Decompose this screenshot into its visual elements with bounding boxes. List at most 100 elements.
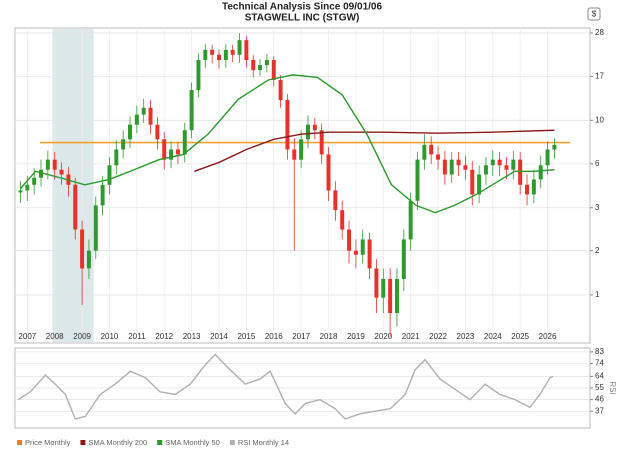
x-tick-label: 2025 [511,332,529,341]
candle-body [114,149,119,166]
plot-layer: 28 17 10 6 3 2 1 2007 2008 2009 2010 2011 2012 2013 20… [14,27,617,447]
candle-body [175,149,180,155]
x-tick-label: 2009 [73,332,91,341]
candle-body [107,165,112,185]
y-tick-label: 64 [595,371,604,380]
candle-body [292,149,297,160]
candle-body [456,159,461,166]
y-tick-label: 37 [595,406,604,415]
candle-body [155,124,160,140]
candle-body [326,154,331,191]
candle-body [237,40,242,55]
x-tick-label: 2020 [374,332,392,341]
x-tick-label: 2024 [484,332,502,341]
candle-body [415,159,420,201]
legend-label: Price Monthly [25,438,71,447]
y-tick-label: 6 [595,159,600,168]
y-tick-label: 28 [595,28,604,37]
candle-body [100,184,105,206]
candle-body [148,107,153,125]
candle-body [490,159,495,166]
y-tick-label: 83 [595,347,604,356]
candle-body [394,278,399,314]
candle-body [141,107,146,115]
candle-body [463,165,468,170]
candle-body [217,54,221,60]
legend-swatch [157,440,163,445]
legend-label: SMA Monthly 50 [165,438,220,447]
series-line [17,353,554,420]
x-tick-label: 2018 [320,332,338,341]
x-tick-label: 2010 [101,332,119,341]
y-axis-label: RSI [608,381,617,394]
candle-body [299,139,304,160]
x-tick-label: 2013 [183,332,201,341]
x-tick-label: 2011 [128,332,146,341]
candle-body [483,165,488,175]
candle-body [470,169,475,195]
candle-body [162,139,167,160]
y-tick-label: 2 [595,246,600,255]
candle-body [93,205,98,251]
candle-body [121,139,126,150]
candle-body [86,250,91,269]
candle-body [504,165,509,170]
legend-swatch [229,440,235,445]
x-tick-label: 2026 [539,332,557,341]
candle-body [422,144,427,160]
candle-body [169,149,174,160]
y-tick-label: 10 [595,115,604,124]
y-tick-label: 3 [595,203,600,212]
candle-body [381,278,386,298]
candle-body [128,124,132,140]
series-line [194,129,555,172]
candle-body [477,174,482,195]
legend-label: SMA Monthly 200 [88,438,147,447]
candle-body [25,184,30,191]
candle-body [353,250,358,255]
x-tick-label: 2016 [265,332,283,341]
candle-body [258,65,263,71]
candle-body [511,159,516,170]
candle-body [189,90,194,131]
x-tick-label: 2019 [347,332,365,341]
candle-body [80,229,85,269]
shaded-region [52,29,94,342]
candle-body [340,210,345,230]
candle-body [230,49,235,55]
candle-body [285,100,290,150]
candle-body [388,278,393,314]
y-tick-label: 55 [595,383,604,392]
x-tick-label: 2021 [402,332,420,341]
y-tick-label: 74 [595,359,604,368]
candle-body [429,144,434,155]
candle-body [196,59,201,91]
x-tick-label: 2015 [237,332,255,341]
candle-body [545,149,550,166]
currency-badge: $ [592,10,597,19]
candle-body [374,268,379,298]
y-tick-label: 46 [595,395,604,404]
candle-body [449,159,454,175]
candle-body [251,59,256,71]
chart-title: Technical Analysis Since 09/01/06 [222,2,383,13]
candle-body [264,59,269,66]
candle-body [203,49,208,60]
x-tick-label: 2007 [18,332,36,341]
candle-body [333,190,338,211]
candle-body [552,144,557,150]
candle-body [305,124,310,140]
candle-body [59,169,64,175]
x-tick-label: 2012 [155,332,173,341]
candle-body [360,239,365,255]
candle-body [367,239,372,269]
candle-body [210,49,215,55]
candle-body [182,130,187,155]
y-tick-label: 17 [595,71,604,80]
candle-body [223,49,228,60]
x-tick-label: 2022 [429,332,447,341]
y-tick-label: 1 [595,290,600,299]
series-line [19,74,555,214]
candle-body [32,177,37,185]
candle-body [518,159,523,185]
